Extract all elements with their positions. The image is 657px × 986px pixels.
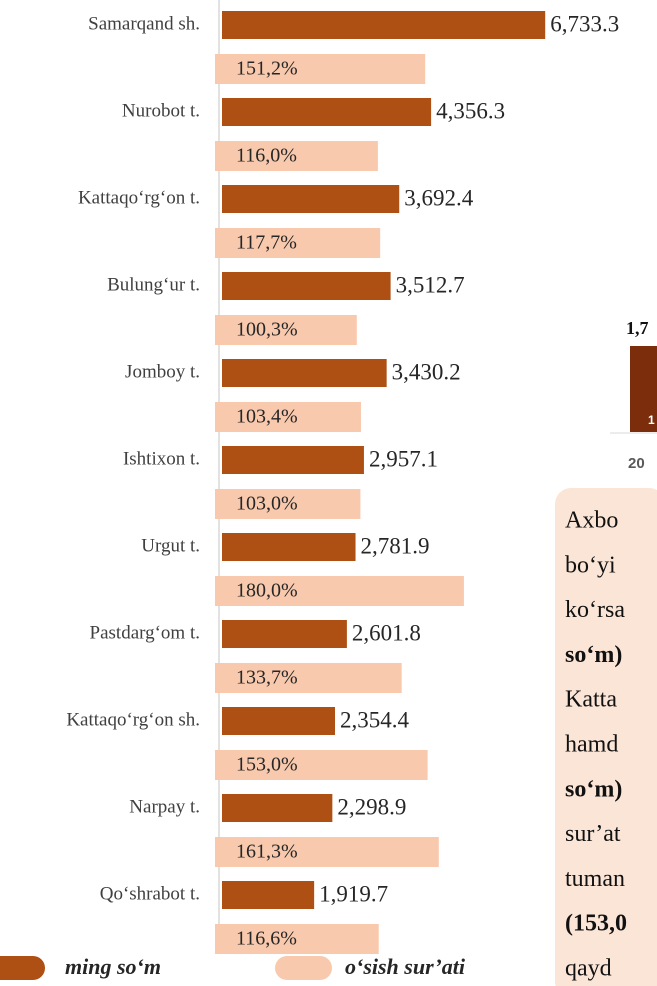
body-text: sur’at [565, 821, 621, 847]
value-label: 116,6% [236, 928, 297, 950]
legend-label: o‘sish sur’ati [345, 954, 466, 979]
bar [222, 533, 356, 561]
body-text: (153,0 [565, 911, 627, 937]
value-label: 103,0% [236, 493, 298, 515]
legend-swatch [0, 956, 45, 980]
value-label: 116,0% [236, 145, 297, 167]
value-label: 1,919.7 [319, 881, 388, 906]
bar [215, 315, 357, 345]
value-label: 100,3% [236, 319, 298, 341]
body-text: bo‘yi [565, 552, 616, 578]
category-label: Qo‘shrabot t. [100, 883, 200, 904]
bar [222, 707, 336, 735]
bar [215, 750, 428, 780]
bar [215, 837, 439, 867]
value-label: 117,7% [236, 232, 297, 254]
category-label: Narpay t. [129, 796, 200, 817]
bar [215, 489, 361, 519]
bar [222, 272, 391, 300]
bar [222, 794, 333, 822]
bar [222, 98, 432, 126]
bar [222, 620, 347, 648]
body-text: so‘m) [565, 776, 622, 802]
body-text: qayd [565, 956, 612, 982]
value-label: 3,512.7 [396, 272, 465, 297]
fragment-label: 1,7 [626, 318, 649, 338]
bar [215, 576, 464, 606]
bar [222, 359, 387, 387]
value-label: 133,7% [236, 667, 298, 689]
value-label: 153,0% [236, 754, 298, 776]
category-label: Kattaqo‘rg‘on sh. [66, 709, 200, 730]
category-label: Kattaqo‘rg‘on t. [78, 187, 200, 208]
bar [215, 54, 426, 84]
category-label: Nurobot t. [122, 100, 200, 121]
body-text: hamd [565, 732, 618, 758]
value-label: 2,781.9 [361, 533, 430, 558]
legend-swatch [275, 956, 332, 980]
body-text: Axbo [565, 508, 618, 534]
value-label: 180,0% [236, 580, 298, 602]
value-label: 2,298.9 [337, 794, 406, 819]
category-label: Bulung‘ur t. [107, 274, 200, 295]
body-text: tuman [565, 866, 625, 892]
fragment-x-label: 20 [628, 455, 645, 472]
fragment-bar-label: 1 [648, 413, 655, 427]
body-text: ko‘rsa [565, 597, 625, 623]
bar [215, 228, 381, 258]
value-label: 2,601.8 [352, 620, 421, 645]
legend-label: ming so‘m [65, 954, 161, 979]
value-label: 161,3% [236, 841, 298, 863]
value-label: 3,430.2 [392, 359, 461, 384]
bar [215, 663, 402, 693]
text-box [555, 488, 657, 986]
category-label: Urgut t. [141, 535, 200, 556]
bar [222, 881, 315, 909]
value-label: 4,356.3 [436, 98, 505, 123]
value-label: 103,4% [236, 406, 298, 428]
category-label: Ishtixon t. [123, 448, 200, 469]
bar [215, 141, 378, 171]
category-label: Jomboy t. [125, 361, 200, 382]
value-label: 151,2% [236, 58, 298, 80]
bar [215, 924, 379, 954]
bar [215, 402, 361, 432]
fragment-bar [630, 346, 657, 432]
bar [222, 185, 400, 213]
bar [222, 446, 364, 474]
category-label: Samarqand sh. [88, 13, 200, 34]
value-label: 3,692.4 [404, 185, 474, 210]
value-label: 2,957.1 [369, 446, 438, 471]
category-label: Pastdarg‘om t. [90, 622, 200, 643]
body-text: Katta [565, 687, 617, 713]
bar [222, 11, 546, 39]
body-text: so‘m) [565, 642, 622, 668]
value-label: 6,733.3 [550, 11, 619, 36]
value-label: 2,354.4 [340, 707, 410, 732]
